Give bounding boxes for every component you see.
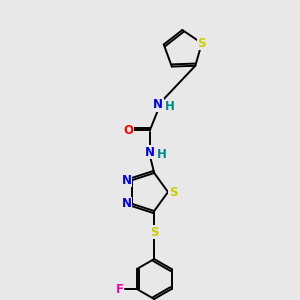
Text: N: N: [153, 98, 163, 112]
Text: N: N: [122, 197, 132, 210]
Text: S: S: [197, 37, 206, 50]
Text: S: S: [150, 226, 158, 238]
Text: F: F: [116, 283, 124, 296]
Text: N: N: [122, 174, 132, 187]
Text: H: H: [165, 100, 175, 113]
Text: S: S: [169, 185, 177, 199]
Text: N: N: [145, 146, 155, 158]
Text: O: O: [123, 124, 133, 136]
Text: H: H: [157, 148, 167, 160]
